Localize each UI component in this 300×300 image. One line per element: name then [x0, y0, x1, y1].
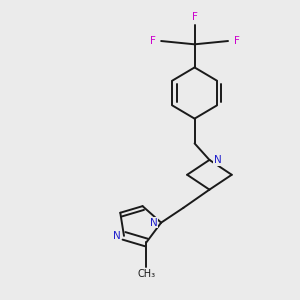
Text: N: N: [112, 231, 120, 241]
Text: N: N: [214, 155, 222, 165]
Text: N: N: [150, 218, 158, 228]
Text: F: F: [192, 12, 197, 22]
Text: F: F: [150, 36, 156, 46]
Text: F: F: [234, 36, 239, 46]
Text: CH₃: CH₃: [137, 269, 155, 279]
